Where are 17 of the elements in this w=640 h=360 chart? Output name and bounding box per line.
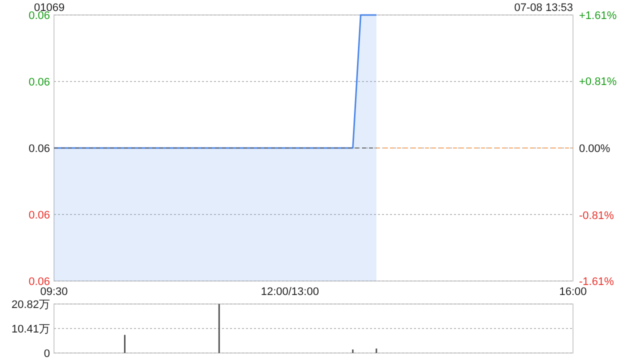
y-tick-label: 0.06	[28, 10, 50, 22]
chart-subtitle: 07-08 13:53	[514, 2, 573, 14]
y-tick-label: 0.06	[28, 76, 50, 88]
x-tick-label: 09:30	[40, 286, 68, 298]
y-tick-label: 0	[44, 348, 50, 360]
y2-tick-label: 0.00%	[579, 143, 610, 155]
y-tick-label: 0.06	[28, 143, 50, 155]
x-tick-label: 12:00/13:00	[260, 286, 319, 298]
y2-tick-label: -0.81%	[579, 210, 614, 222]
y2-tick-label: +1.61%	[579, 10, 617, 22]
y-tick-label: 20.82万	[11, 299, 50, 311]
y-tick-label: 0.06	[28, 276, 50, 288]
y2-tick-label: -1.61%	[579, 276, 614, 288]
y-tick-label: 0.06	[28, 210, 50, 222]
y2-tick-label: +0.81%	[579, 76, 617, 88]
y-tick-label: 10.41万	[11, 324, 50, 336]
x-tick-label: 16:00	[559, 286, 587, 298]
